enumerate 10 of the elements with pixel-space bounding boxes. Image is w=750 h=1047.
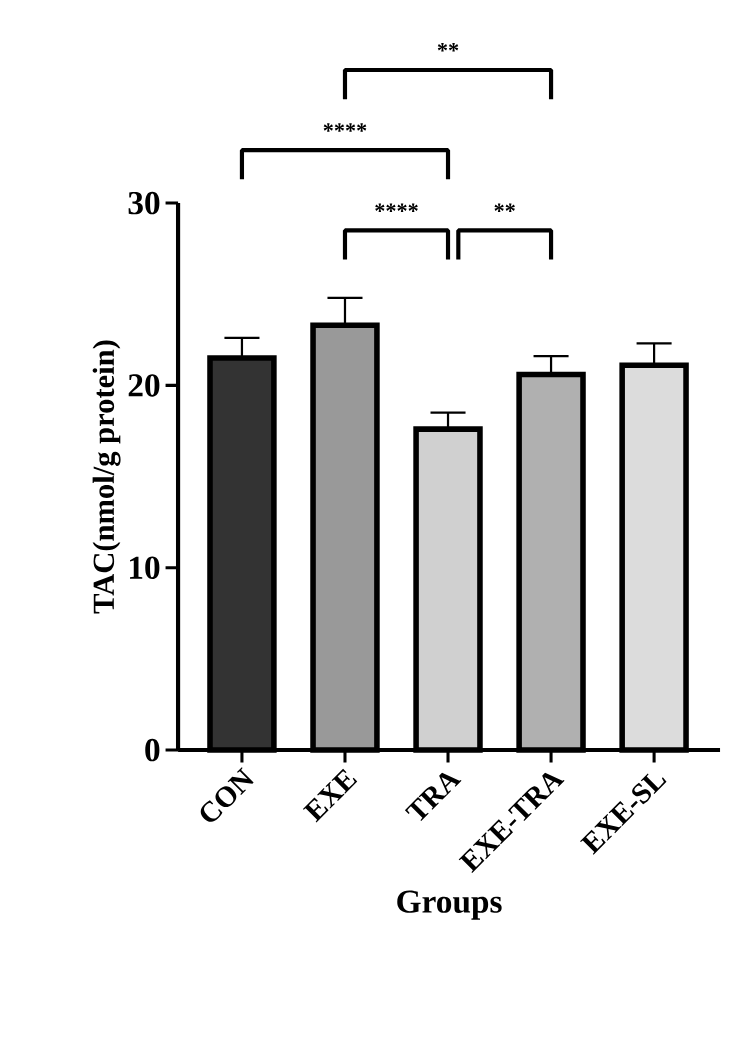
- y-tick-label: 20: [128, 374, 160, 397]
- text: **: [437, 43, 459, 52]
- x-axis-title: Groups: [397, 890, 502, 920]
- y-axis-title: TAC(nmol/g protein): [92, 340, 121, 614]
- annotation: ****: [375, 203, 418, 212]
- text: ****: [323, 123, 367, 132]
- y-tick-label: 0: [145, 738, 160, 762]
- y-tick-label: 30: [128, 191, 160, 215]
- y-tick-label: 10: [129, 556, 160, 579]
- annotation: **: [494, 203, 515, 212]
